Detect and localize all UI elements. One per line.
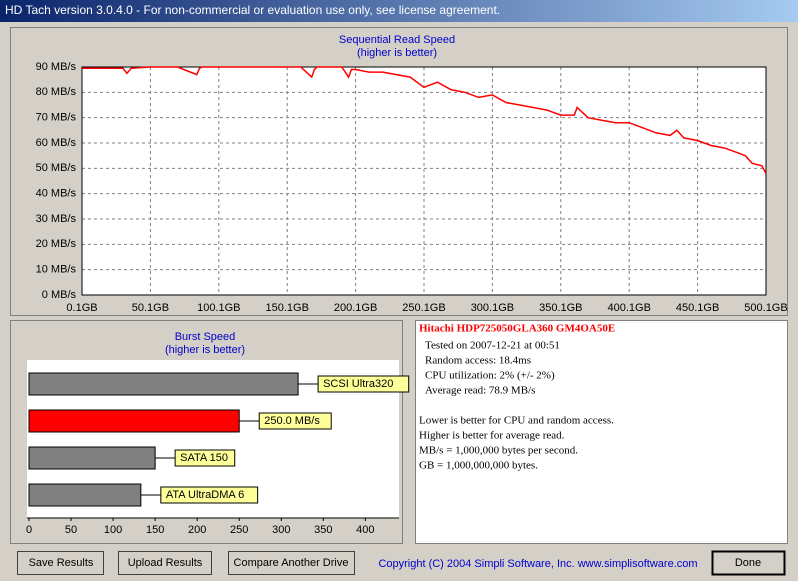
bar-label: SATA 150 — [180, 452, 228, 464]
copyright: Copyright (C) 2004 Simpli Software, Inc.… — [378, 558, 697, 570]
y-tick-label: 70 MB/s — [36, 112, 77, 124]
info-line: Tested on 2007-12-21 at 00:51 — [425, 340, 560, 352]
line-title: Sequential Read Speed — [339, 34, 455, 46]
window-title: HD Tach version 3.0.4.0 - For non-commer… — [5, 3, 500, 17]
x-tick-label: 300 — [272, 524, 290, 536]
info-note: Higher is better for average read. — [419, 430, 565, 442]
bar-label: ATA UltraDMA 6 — [166, 489, 244, 501]
info-line: CPU utilization: 2% (+/- 2%) — [425, 370, 555, 382]
read-speed-line — [82, 66, 767, 174]
x-tick-label: 250 — [230, 524, 248, 536]
x-tick-label: 200.1GB — [334, 302, 377, 314]
title-bar — [0, 0, 798, 22]
button-label[interactable]: Compare Another Drive — [234, 557, 349, 569]
upload-button[interactable]: Upload Results — [118, 551, 212, 575]
x-tick-label: 150.1GB — [265, 302, 308, 314]
x-tick-label: 350 — [314, 524, 332, 536]
info-note: GB = 1,000,000,000 bytes. — [419, 460, 538, 472]
x-tick-label: 150 — [146, 524, 164, 536]
x-tick-label: 50.1GB — [132, 302, 169, 314]
drive-name: Hitachi HDP725050GLA360 GM4OA50E — [419, 323, 615, 335]
y-tick-label: 60 MB/s — [36, 137, 77, 149]
bar — [28, 446, 156, 470]
x-tick-label: 250.1GB — [402, 302, 445, 314]
info-line: Random access: 18.4ms — [425, 355, 531, 367]
y-tick-label: 50 MB/s — [36, 162, 77, 174]
plot-frame — [81, 66, 767, 296]
y-tick-label: 20 MB/s — [36, 238, 77, 250]
y-tick-label: 30 MB/s — [36, 213, 77, 225]
bar-label: 250.0 MB/s — [264, 415, 320, 427]
bar — [28, 483, 142, 507]
bar-label: SCSI Ultra320 — [323, 378, 393, 390]
button-label[interactable]: Upload Results — [128, 557, 203, 569]
info-panel — [415, 320, 788, 544]
y-tick-label: 0 MB/s — [42, 289, 77, 301]
x-tick-label: 450.1GB — [676, 302, 719, 314]
x-tick-label: 350.1GB — [539, 302, 582, 314]
x-tick-label: 400 — [356, 524, 374, 536]
save-button[interactable]: Save Results — [17, 551, 104, 575]
bar-title: Burst Speed — [175, 331, 236, 343]
x-tick-label: 400.1GB — [607, 302, 650, 314]
button-label[interactable]: Done — [735, 557, 761, 569]
button-label[interactable]: Save Results — [29, 557, 94, 569]
bar — [28, 409, 240, 433]
info-note: Lower is better for CPU and random acces… — [419, 415, 614, 427]
done-button[interactable]: Done — [711, 550, 786, 576]
y-tick-label: 10 MB/s — [36, 264, 77, 276]
info-line: Average read: 78.9 MB/s — [425, 385, 535, 397]
bar-subtitle: (higher is better) — [165, 344, 245, 356]
y-tick-label: 90 MB/s — [36, 61, 77, 73]
x-tick-label: 0.1GB — [66, 302, 97, 314]
y-tick-label: 40 MB/s — [36, 188, 77, 200]
x-tick-label: 100.1GB — [197, 302, 240, 314]
y-tick-label: 80 MB/s — [36, 86, 77, 98]
line-subtitle: (higher is better) — [357, 47, 437, 59]
bar — [28, 372, 299, 396]
x-tick-label: 0 — [26, 524, 32, 536]
compare-button[interactable]: Compare Another Drive — [228, 551, 355, 575]
x-tick-label: 50 — [65, 524, 77, 536]
x-tick-label: 100 — [104, 524, 122, 536]
x-tick-label: 300.1GB — [471, 302, 514, 314]
x-tick-label: 200 — [188, 524, 206, 536]
info-note: MB/s = 1,000,000 bytes per second. — [419, 445, 578, 457]
x-tick-label: 500.1GB — [744, 302, 787, 314]
